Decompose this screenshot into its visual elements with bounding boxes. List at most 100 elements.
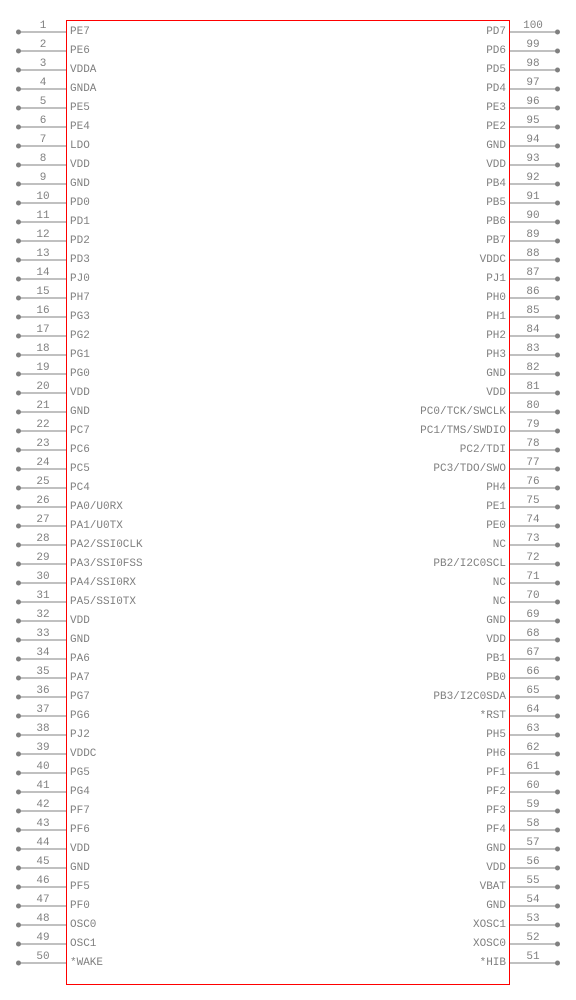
pin-number: 94 [518, 134, 548, 146]
pin-number: 74 [518, 514, 548, 526]
pin-number: 73 [518, 533, 548, 545]
pin-right-52: 52 XOSC0 [0, 934, 576, 953]
pin-right-94: 94 GND [0, 136, 576, 155]
pin-right-93: 93VDD [0, 155, 576, 174]
pin-right-87: 87 PJ1 [0, 269, 576, 288]
pin-label: GND [486, 368, 506, 380]
pin-label: GND [486, 615, 506, 627]
pin-label: PB6 [486, 216, 506, 228]
pin-number: 57 [518, 837, 548, 849]
pin-label: PD5 [486, 64, 506, 76]
pin-right-75: 75PE1 [0, 497, 576, 516]
pin-label: PH5 [486, 729, 506, 741]
pin-label: VDD [486, 387, 506, 399]
pin-number: 84 [518, 324, 548, 336]
pin-number: 91 [518, 191, 548, 203]
pin-label: VDD [486, 634, 506, 646]
pin-right-88: 88VDDC [0, 250, 576, 269]
pin-right-79: 79PC1/TMS/SWDIO [0, 421, 576, 440]
pin-number: 92 [518, 172, 548, 184]
pin-label: NC [493, 596, 506, 608]
pin-right-76: 76PH4 [0, 478, 576, 497]
pin-number: 97 [518, 77, 548, 89]
pin-number: 69 [518, 609, 548, 621]
pin-number: 52 [518, 932, 548, 944]
pin-label: PF3 [486, 805, 506, 817]
pin-right-70: 70 NC [0, 592, 576, 611]
pin-right-67: 67PB1 [0, 649, 576, 668]
pin-label: PB2/I2C0SCL [433, 558, 506, 570]
pin-label: PE0 [486, 520, 506, 532]
pin-number: 96 [518, 96, 548, 108]
pin-right-96: 96 PE3 [0, 98, 576, 117]
pin-label: *RST [480, 710, 506, 722]
pin-right-82: 82GND [0, 364, 576, 383]
pin-right-65: 65 PB3/I2C0SDA [0, 687, 576, 706]
pin-label: PD7 [486, 26, 506, 38]
pin-number: 86 [518, 286, 548, 298]
pin-label: PC2/TDI [460, 444, 506, 456]
pin-label: GND [486, 140, 506, 152]
pin-right-77: 77PC3/TDO/SWO [0, 459, 576, 478]
pin-right-86: 86PH0 [0, 288, 576, 307]
pin-number: 100 [518, 20, 548, 32]
pin-right-98: 98 PD5 [0, 60, 576, 79]
pin-number: 51 [518, 951, 548, 963]
pin-label: PF2 [486, 786, 506, 798]
pin-number: 81 [518, 381, 548, 393]
pin-right-53: 53 XOSC1 [0, 915, 576, 934]
pinout-diagram: 1PE72PE63VDDA4GNDA5PE56PE47LDO8VDD9GND10… [0, 0, 576, 1000]
pin-label: PH2 [486, 330, 506, 342]
pin-right-74: 74 PE0 [0, 516, 576, 535]
pin-number: 65 [518, 685, 548, 697]
pin-right-69: 69 GND [0, 611, 576, 630]
pin-right-95: 95PE2 [0, 117, 576, 136]
pin-number: 85 [518, 305, 548, 317]
pin-right-56: 56VDD [0, 858, 576, 877]
pin-right-62: 62PH6 [0, 744, 576, 763]
pin-label: PE1 [486, 501, 506, 513]
pin-number: 90 [518, 210, 548, 222]
pin-label: NC [493, 577, 506, 589]
pin-number: 78 [518, 438, 548, 450]
pin-label: PB5 [486, 197, 506, 209]
pin-number: 63 [518, 723, 548, 735]
pin-number: 93 [518, 153, 548, 165]
pin-number: 80 [518, 400, 548, 412]
pin-label: PJ1 [486, 273, 506, 285]
pin-right-60: 60 PF2 [0, 782, 576, 801]
pin-number: 95 [518, 115, 548, 127]
pin-label: PD6 [486, 45, 506, 57]
pin-right-80: 80 PC0/TCK/SWCLK [0, 402, 576, 421]
pin-label: PB3/I2C0SDA [433, 691, 506, 703]
pin-number: 53 [518, 913, 548, 925]
pin-label: PB4 [486, 178, 506, 190]
pin-right-99: 99PD6 [0, 41, 576, 60]
pin-label: PE3 [486, 102, 506, 114]
pin-right-81: 81 VDD [0, 383, 576, 402]
pin-label: PC3/TDO/SWO [433, 463, 506, 475]
pin-number: 60 [518, 780, 548, 792]
pin-right-91: 91 PB5 [0, 193, 576, 212]
pin-label: NC [493, 539, 506, 551]
pin-number: 70 [518, 590, 548, 602]
pin-number: 98 [518, 58, 548, 70]
pin-right-100: 100 PD7 [0, 22, 576, 41]
pin-label: PC0/TCK/SWCLK [420, 406, 506, 418]
pin-label: XOSC0 [473, 938, 506, 950]
pin-label: PH1 [486, 311, 506, 323]
pin-right-97: 97PD4 [0, 79, 576, 98]
pin-number: 87 [518, 267, 548, 279]
pin-number: 83 [518, 343, 548, 355]
pin-right-68: 68 VDD [0, 630, 576, 649]
pin-right-51: 51*HIB [0, 953, 576, 972]
pin-number: 68 [518, 628, 548, 640]
pin-label: XOSC1 [473, 919, 506, 931]
pin-right-84: 84 PH2 [0, 326, 576, 345]
pin-number: 58 [518, 818, 548, 830]
pin-right-57: 57GND [0, 839, 576, 858]
pin-number: 67 [518, 647, 548, 659]
pin-right-92: 92 PB4 [0, 174, 576, 193]
pin-number: 64 [518, 704, 548, 716]
pin-number: 61 [518, 761, 548, 773]
